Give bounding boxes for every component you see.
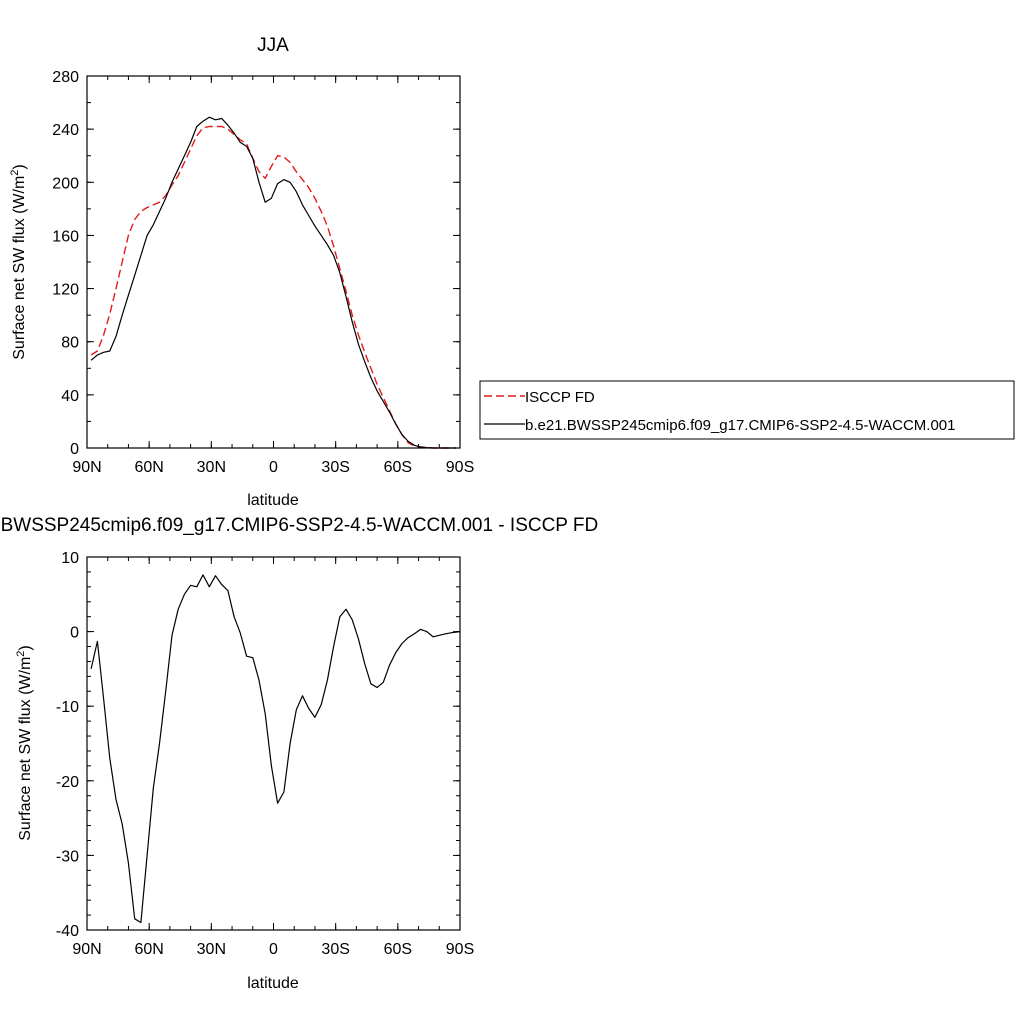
bottom-y-tick-label: 0 [70,625,79,642]
top-x-tick-label: 60N [134,459,163,476]
top-x-tick-label: 60S [384,459,412,476]
top-y-tick-label: 80 [61,335,79,352]
top-series-lines [90,116,456,449]
legend-label-model: b.e21.BWSSP245cmip6.f09_g17.CMIP6-SSP2-4… [525,417,955,434]
bottom-x-tick-label: 30N [197,941,226,958]
top-y-tick-label: 280 [52,69,79,86]
top-x-tick-label: 30N [197,459,226,476]
bottom-x-tick-label: 60S [384,941,412,958]
bottom-y-tick-label: -10 [56,699,79,716]
top-y-tick-label: 40 [61,388,79,405]
top-y-axis-label-main: Surface net SW flux (W/m [11,176,28,360]
top-y-axis-label-superscript: 2 [9,170,21,176]
top-chart-title: JJA [257,35,289,56]
top-y-tick-labels: 0 40 80 120 160 200 240 280 [52,69,79,458]
bottom-panel: b.e21.BWSSP245cmip6.f09_g17.CMIP6-SSP2-4… [0,515,598,992]
top-x-tick-labels: 90N 60N 30N 0 30S 60S 90S [72,459,474,476]
top-plot-frame [86,75,461,449]
bottom-y-axis-label: Surface net SW flux (W/m2) [15,645,34,841]
top-x-tick-label: 0 [269,459,278,476]
top-x-tick-label: 90N [72,459,101,476]
bottom-ticks [86,556,461,931]
bottom-x-tick-labels: 90N 60N 30N 0 30S 60S 90S [72,941,474,958]
top-y-tick-label: 240 [52,122,79,139]
top-series-line-1 [90,116,456,449]
bottom-series-lines [90,574,461,924]
top-y-tick-label: 160 [52,228,79,245]
bottom-y-axis-label-main: Surface net SW flux (W/m [17,657,34,841]
bottom-x-tick-label: 90N [72,941,101,958]
bottom-y-tick-label: -40 [56,923,79,940]
bottom-y-tick-labels: -40 -30 -20 -10 0 10 [56,550,79,940]
bottom-x-tick-label: 90S [446,941,474,958]
top-x-tick-label: 90S [446,459,474,476]
legend: ISCCP FD b.e21.BWSSP245cmip6.f09_g17.CMI… [479,380,1015,440]
bottom-y-tick-label: -30 [56,848,79,865]
bottom-x-axis-label: latitude [247,975,299,992]
top-y-tick-label: 0 [70,441,79,458]
bottom-y-tick-label: -20 [56,774,79,791]
top-series-line-0 [90,125,456,449]
top-y-axis-label: Surface net SW flux (W/m2) [9,164,28,360]
bottom-series-line-0 [90,574,461,924]
bottom-x-tick-label: 0 [269,941,278,958]
bottom-chart-title: b.e21.BWSSP245cmip6.f09_g17.CMIP6-SSP2-4… [0,515,598,536]
top-y-axis-label-close: ) [11,164,28,169]
top-y-tick-label: 200 [52,175,79,192]
top-x-axis-label: latitude [247,492,299,509]
legend-box [479,380,1015,440]
bottom-y-tick-label: 10 [61,550,79,567]
bottom-y-axis-label-superscript: 2 [15,651,27,657]
top-y-tick-label: 120 [52,282,79,299]
bottom-x-tick-label: 60N [134,941,163,958]
legend-label-isccp: ISCCP FD [525,389,595,406]
top-x-tick-label: 30S [321,459,349,476]
bottom-x-tick-label: 30S [321,941,349,958]
top-ticks [86,75,461,449]
bottom-y-axis-label-close: ) [17,645,34,650]
top-panel: JJA 0 40 80 120 160 200 240 280 90N 60N 30N 0 30S 60… [9,35,1015,509]
bottom-plot-frame [86,556,461,931]
